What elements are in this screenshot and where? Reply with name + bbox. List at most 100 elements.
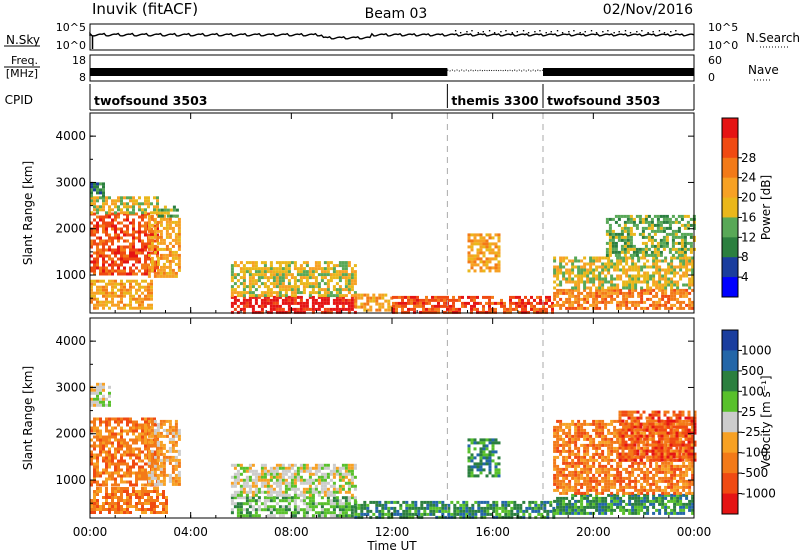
heatmap-cell [673, 304, 676, 307]
heatmap-cell [264, 282, 267, 285]
heatmap-cell [339, 294, 342, 297]
heatmap-cell [601, 456, 604, 459]
heatmap-cell [565, 301, 568, 304]
heatmap-cell [151, 483, 154, 486]
heatmap-cell [483, 510, 486, 513]
heatmap-cell [483, 269, 486, 272]
heatmap-cell [604, 438, 607, 441]
heatmap-cell [640, 301, 643, 304]
heatmap-cell [586, 462, 589, 465]
heatmap-cell [480, 456, 483, 459]
heatmap-cell [117, 267, 120, 270]
heatmap-cell [670, 281, 673, 284]
heatmap-cell [583, 307, 586, 310]
heatmap-cell [684, 227, 687, 230]
heatmap-cell [345, 261, 348, 264]
heatmap-cell [270, 505, 273, 508]
heatmap-cell [495, 251, 498, 254]
heatmap-cell [480, 236, 483, 239]
heatmap-cell [270, 302, 273, 305]
heatmap-cell [126, 451, 129, 454]
heatmap-cell [342, 299, 345, 302]
heatmap-cell [429, 510, 432, 513]
heatmap-cell [126, 261, 129, 264]
heatmap-cell [562, 492, 565, 495]
heatmap-cell [607, 494, 610, 497]
heatmap-cell [619, 260, 622, 263]
heatmap-cell [270, 264, 273, 267]
heatmap-cell [685, 506, 688, 509]
heatmap-cell [312, 302, 315, 305]
heatmap-cell [169, 248, 172, 251]
heatmap-cell [172, 483, 175, 486]
heatmap-cell [363, 306, 366, 309]
heatmap-cell [111, 472, 114, 475]
heatmap-cell [345, 294, 348, 297]
heatmap-cell [157, 456, 160, 459]
heatmap-cell [144, 475, 147, 478]
heatmap-cell [102, 460, 105, 463]
heatmap-cell [300, 273, 303, 276]
heatmap-cell [604, 426, 607, 429]
beam-title: Beam 03 [365, 6, 428, 22]
heatmap-cell [178, 462, 181, 465]
colorbar-swatch [722, 198, 738, 218]
heatmap-cell [132, 255, 135, 258]
heatmap-cell [348, 279, 351, 282]
heatmap-cell [153, 211, 156, 214]
heatmap-cell [580, 456, 583, 459]
heatmap-cell [592, 477, 595, 480]
heatmap-cell [327, 308, 330, 311]
heatmap-cell [309, 291, 312, 294]
heatmap-cell [333, 267, 336, 270]
heatmap-cell [571, 435, 574, 438]
heatmap-cell [312, 479, 315, 482]
heatmap-cell [243, 270, 246, 273]
heatmap-cell [643, 497, 646, 500]
heatmap-cell [117, 240, 120, 243]
heatmap-cell [633, 224, 636, 227]
heatmap-cell [270, 273, 273, 276]
heatmap-cell [498, 456, 501, 459]
heatmap-cell [681, 215, 684, 218]
heatmap-cell [453, 510, 456, 513]
heatmap-cell [258, 285, 261, 288]
heatmap-cell [96, 185, 99, 188]
heatmap-cell [144, 502, 147, 505]
heatmap-cell [486, 239, 489, 242]
heatmap-cell [243, 285, 246, 288]
heatmap-cell [568, 447, 571, 450]
heatmap-cell [633, 248, 636, 251]
heatmap-cell [270, 508, 273, 511]
heatmap-cell [574, 287, 577, 290]
heatmap-cell [120, 460, 123, 463]
heatmap-cell [291, 485, 294, 488]
heatmap-cell [637, 503, 640, 506]
heatmap-cell [147, 298, 150, 301]
heatmap-cell [123, 463, 126, 466]
heatmap-cell [604, 441, 607, 444]
heatmap-cell [135, 298, 138, 301]
heatmap-cell [144, 234, 147, 237]
heatmap-cell [154, 465, 157, 468]
heatmap-cell [237, 494, 240, 497]
heatmap-cell [282, 508, 285, 511]
heatmap-cell [553, 512, 556, 515]
heatmap-cell [300, 305, 303, 308]
heatmap-cell [324, 270, 327, 273]
heatmap-cell [598, 423, 601, 426]
heatmap-cell [276, 267, 279, 270]
heatmap-cell [568, 471, 571, 474]
heatmap-cell [102, 228, 105, 231]
heatmap-cell [459, 504, 462, 507]
heatmap-cell [102, 445, 105, 448]
heatmap-cell [129, 255, 132, 258]
heatmap-cell [456, 507, 459, 510]
heatmap-cell [108, 386, 111, 389]
heatmap-cell [645, 221, 648, 224]
heatmap-cell [610, 266, 613, 269]
heatmap-cell [468, 507, 471, 510]
heatmap-cell [474, 236, 477, 239]
heatmap-cell [96, 304, 99, 307]
heatmap-cell [673, 275, 676, 278]
